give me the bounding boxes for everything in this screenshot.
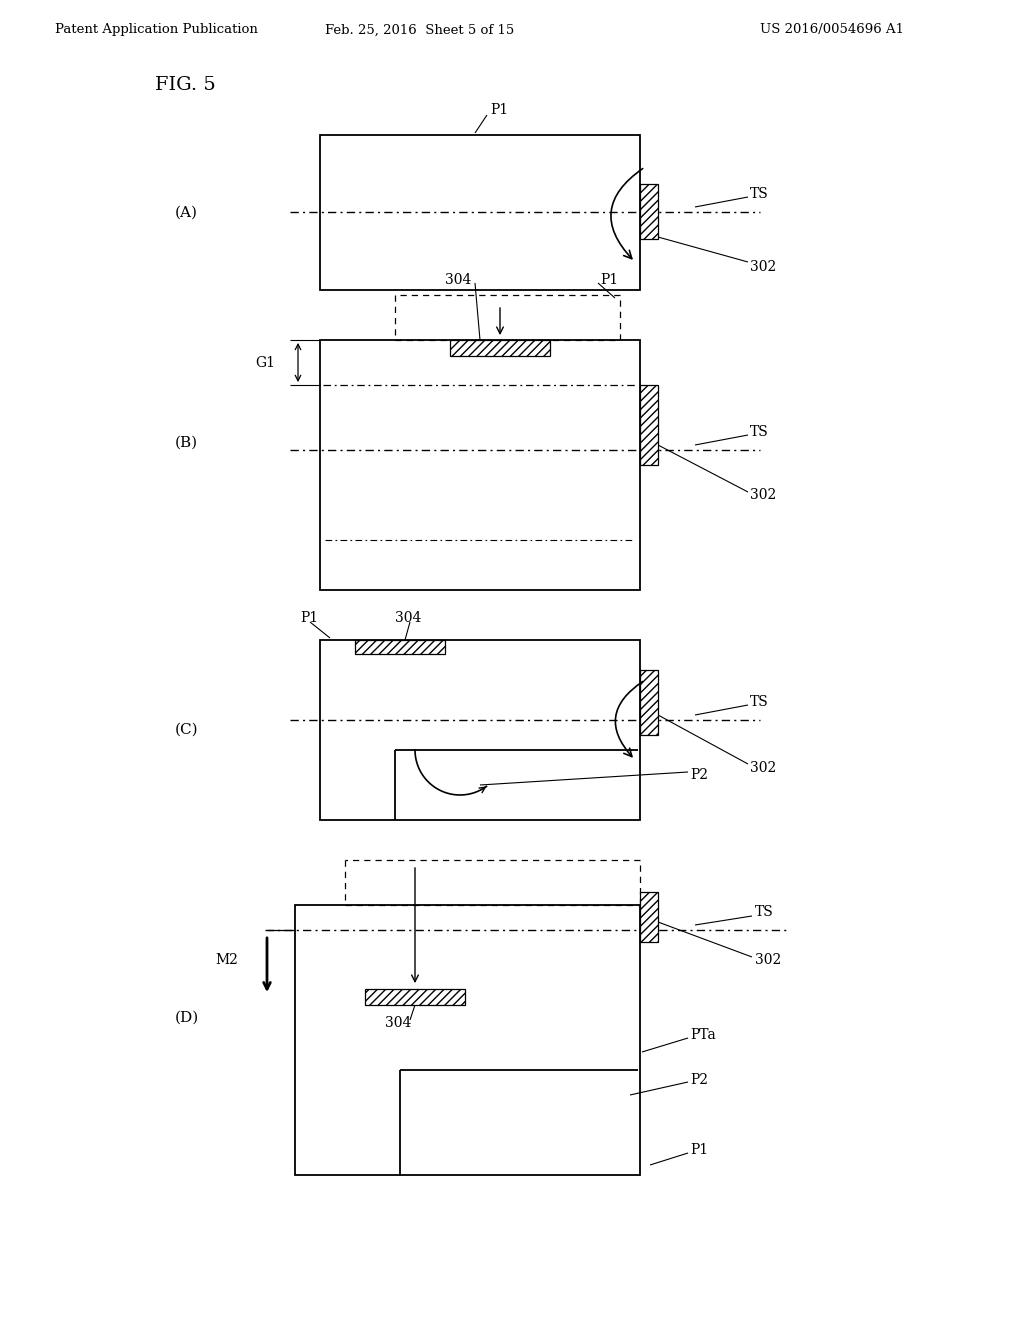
Text: 304: 304 [395,611,421,624]
Text: (A): (A) [175,206,198,220]
Text: 302: 302 [755,953,781,968]
Bar [319,341,640,590]
Text: 302: 302 [750,762,776,775]
Text: M2: M2 [215,953,238,968]
Text: P2: P2 [690,1073,708,1086]
Text: 304: 304 [385,1016,412,1030]
Bar [640,385,658,465]
Text: FIG. 5: FIG. 5 [155,77,216,94]
Text: 304: 304 [445,273,471,286]
Bar [640,892,658,942]
Text: P1: P1 [490,103,508,117]
Text: P2: P2 [690,768,708,781]
Text: TS: TS [750,187,769,201]
Text: (D): (D) [175,1011,200,1026]
Text: US 2016/0054696 A1: US 2016/0054696 A1 [760,24,904,37]
Text: 302: 302 [750,488,776,502]
Text: G1: G1 [255,356,275,370]
Bar [640,183,658,239]
Bar [640,671,658,735]
Bar [365,989,465,1005]
Text: Feb. 25, 2016  Sheet 5 of 15: Feb. 25, 2016 Sheet 5 of 15 [326,24,515,37]
Text: P1: P1 [600,273,618,286]
Bar [319,640,640,820]
Text: 302: 302 [750,260,776,275]
Bar [450,341,550,356]
Bar [319,135,640,290]
Text: P1: P1 [300,611,318,624]
Text: P1: P1 [690,1143,709,1158]
Text: TS: TS [750,425,769,440]
Text: TS: TS [750,696,769,709]
Text: Patent Application Publication: Patent Application Publication [55,24,258,37]
Text: TS: TS [755,906,774,919]
Bar [355,640,445,653]
Text: (B): (B) [175,436,198,450]
Text: PTa: PTa [690,1028,716,1041]
Text: (C): (C) [175,723,199,737]
Bar [295,906,640,1175]
